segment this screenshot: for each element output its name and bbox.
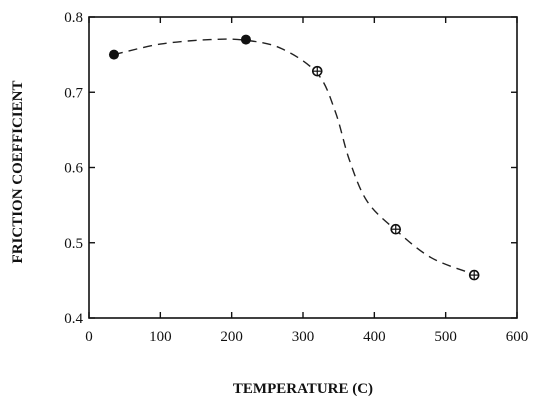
x-tick-label: 300 (292, 329, 315, 345)
x-tick-label: 500 (434, 329, 457, 345)
y-tick-label: 0.8 (64, 10, 83, 26)
x-tick-label: 200 (220, 329, 243, 345)
fit-curve (113, 38, 475, 276)
y-axis-label: FRICTION COEFFICIENT (10, 81, 26, 264)
x-tick-label: 400 (363, 329, 386, 345)
x-axis-label: TEMPERATURE (C) (233, 381, 373, 397)
x-tick-label: 0 (85, 329, 93, 345)
plot-area: 0 100 200 300 400 500 600 0.4 0.5 0.6 0.7 0.8 (64, 10, 528, 345)
y-tick-label: 0.6 (64, 161, 83, 177)
x-tick-label: 100 (149, 329, 172, 345)
y-tick-label: 0.5 (64, 236, 83, 252)
plot-frame (88, 16, 518, 319)
data-point (108, 49, 119, 60)
x-tick-label: 600 (506, 329, 529, 345)
y-tick-label: 0.7 (64, 85, 83, 101)
y-tick-label: 0.4 (64, 311, 83, 327)
data-point (240, 34, 251, 45)
